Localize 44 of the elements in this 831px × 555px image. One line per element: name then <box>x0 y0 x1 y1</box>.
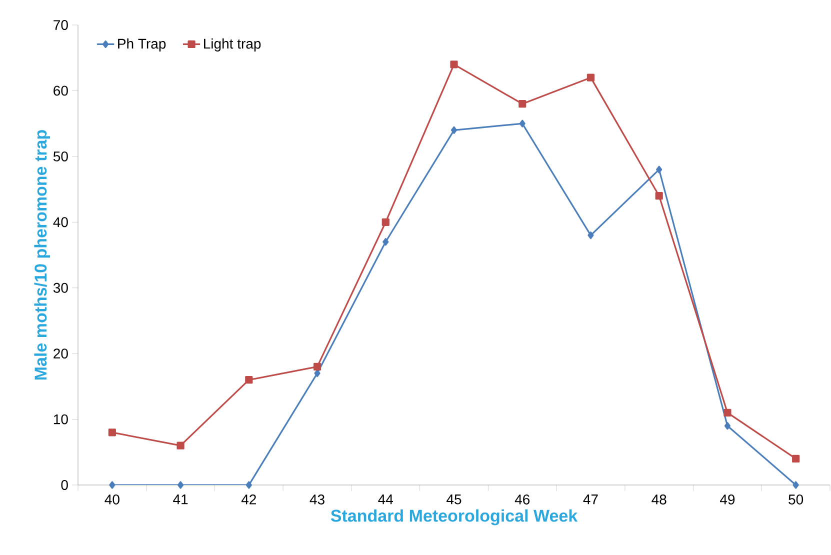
point <box>177 481 184 489</box>
point <box>656 166 662 174</box>
point <box>518 100 526 108</box>
y-tick-label: 10 <box>54 414 68 424</box>
x-tick-label: 44 <box>378 494 394 504</box>
legend-label: Ph Trap <box>118 38 166 52</box>
point <box>450 126 458 134</box>
x-tick-label: 48 <box>652 494 666 504</box>
point <box>724 422 731 430</box>
x-tick-label: 43 <box>310 494 324 504</box>
point <box>792 454 800 463</box>
x-tick-label: 46 <box>514 494 530 504</box>
point <box>724 408 732 417</box>
x-axis-title: Standard Meteorological Week <box>330 509 578 526</box>
x-tick-label: 45 <box>446 494 462 504</box>
point <box>519 120 526 128</box>
point <box>792 481 799 489</box>
point <box>655 192 663 200</box>
point <box>382 238 389 246</box>
x-tick-label: 50 <box>788 494 804 504</box>
point <box>588 231 594 240</box>
y-tick-label: 0 <box>61 480 68 490</box>
y-axis-title: Male moths/10 pheromone trap <box>34 130 50 380</box>
point <box>450 60 458 68</box>
point <box>176 442 184 450</box>
y-tick-label: 60 <box>54 86 68 96</box>
y-tick-label: 20 <box>54 348 68 359</box>
point <box>246 481 252 489</box>
point <box>109 481 116 489</box>
legend-label: Light trap <box>204 38 261 52</box>
x-tick-label: 41 <box>173 494 188 504</box>
point <box>586 74 595 82</box>
y-tick-label: 50 <box>53 151 68 162</box>
y-tick-label: 40 <box>53 217 68 228</box>
y-tick-label: 30 <box>53 282 68 293</box>
x-tick-label: 47 <box>583 494 598 504</box>
y-tick-label: 70 <box>54 20 68 30</box>
point <box>108 428 116 436</box>
x-tick-label: 49 <box>720 494 735 504</box>
x-tick-label: 40 <box>104 494 120 504</box>
x-tick-label: 42 <box>241 494 256 504</box>
point <box>382 218 390 226</box>
point <box>313 362 322 371</box>
point <box>245 376 253 384</box>
